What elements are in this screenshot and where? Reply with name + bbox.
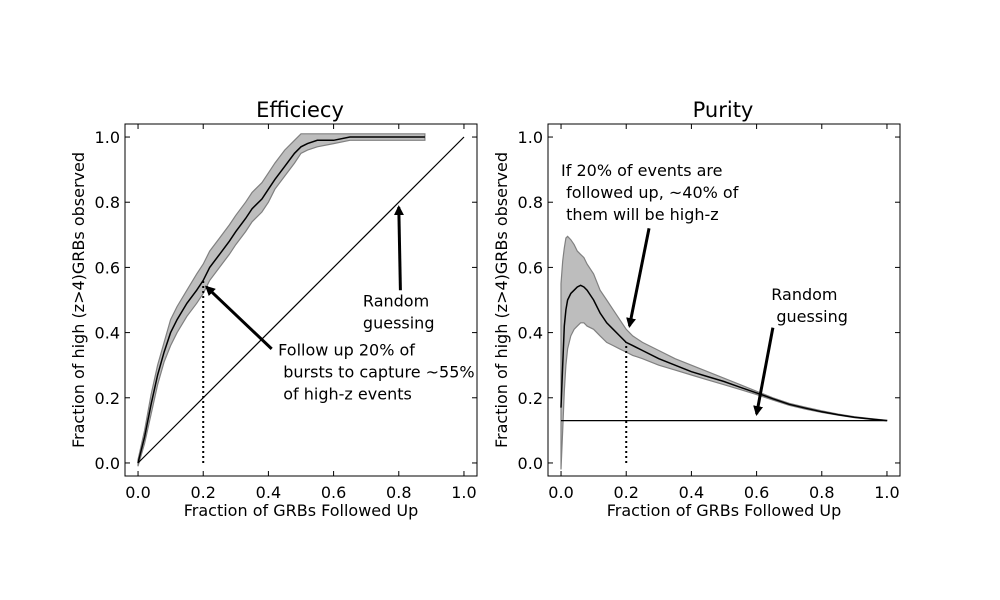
purity-annotation-0-line: followed up, ~40% of [561, 183, 739, 202]
purity-annotation-0-line: them will be high-z [561, 205, 719, 224]
purity-x-tick-label: 0.2 [613, 483, 638, 502]
purity-annotation-1-line: guessing [771, 307, 848, 326]
purity-x-tick-label: 0.6 [744, 483, 769, 502]
efficiency-x-tick-label: 0.4 [256, 483, 281, 502]
efficiency-y-tick-label: 0.4 [95, 324, 120, 343]
efficiency-annotation-1-line: guessing [363, 314, 435, 333]
efficiency-x-tick-label: 0.2 [190, 483, 215, 502]
efficiency-mean-line [137, 136, 425, 464]
purity-y-tick-label: 0.4 [518, 324, 543, 343]
efficiency-y-tick-label: 1.0 [95, 128, 120, 147]
purity-annotation-1: Random guessing [771, 285, 848, 326]
efficiency-x-tick-label: 1.0 [451, 483, 476, 502]
purity-y-tick-label: 0.8 [518, 193, 543, 212]
efficiency-random-guessing-line [137, 136, 465, 464]
purity-confidence-band [560, 235, 888, 470]
efficiency-y-tick-label: 0.8 [95, 193, 120, 212]
efficiency-annotation-0-line: Follow up 20% of [278, 340, 415, 359]
efficiency-annotation-1: Random guessing [363, 292, 435, 333]
purity-x-tick-label: 0.4 [679, 483, 704, 502]
efficiency-title: Efficiecy [256, 98, 344, 122]
efficiency-panel: Efficiecy Fraction of GRBs Followed Up F… [69, 98, 478, 520]
efficiency-annotation-0: Follow up 20% of bursts to capture ~55% … [278, 340, 474, 403]
efficiency-axes-frame [124, 123, 478, 477]
purity-panel: Purity Fraction of GRBs Followed Up Frac… [492, 98, 901, 520]
purity-annotation-arrow-0 [626, 228, 651, 329]
purity-annotation-0: If 20% of events are followed up, ~40% o… [561, 161, 739, 224]
purity-x-axis-label: Fraction of GRBs Followed Up [607, 501, 842, 520]
purity-title: Purity [693, 98, 754, 122]
efficiency-annotation-1-line: Random [363, 292, 429, 311]
purity-annotation-0-line: If 20% of events are [561, 161, 722, 180]
purity-y-tick-label: 0.2 [518, 389, 543, 408]
efficiency-y-tick-label: 0.0 [95, 454, 120, 473]
efficiency-x-tick-label: 0.6 [321, 483, 346, 502]
efficiency-annotation-0-line: bursts to capture ~55% [278, 362, 474, 381]
purity-axes-frame [547, 123, 901, 477]
purity-annotation-1-line: Random [771, 285, 837, 304]
efficiency-y-tick-label: 0.6 [95, 258, 120, 277]
efficiency-y-axis-label: Fraction of high (z>4)GRBs observed [69, 152, 88, 448]
efficiency-annotation-arrow-1 [393, 205, 404, 291]
purity-annotation-arrow-1 [753, 327, 775, 417]
purity-x-tick-label: 1.0 [874, 483, 899, 502]
efficiency-x-tick-label: 0.0 [125, 483, 150, 502]
purity-y-tick-label: 0.0 [518, 454, 543, 473]
efficiency-y-tick-label: 0.2 [95, 389, 120, 408]
purity-x-tick-label: 0.8 [809, 483, 834, 502]
efficiency-x-tick-label: 0.8 [386, 483, 411, 502]
efficiency-annotation-0-line: of high-z events [278, 384, 412, 403]
purity-y-tick-label: 0.6 [518, 258, 543, 277]
efficiency-annotation-arrow-0 [205, 285, 273, 350]
purity-y-tick-label: 1.0 [518, 128, 543, 147]
purity-plot-area: 0.0 0.2 0.4 0.6 0.8 1.0 0.0 0.2 0.4 0.6 0.8 1.0 If 2… [518, 123, 901, 502]
efficiency-plot-area: 0.0 0.2 0.4 0.6 0.8 1.0 0.0 0.2 0.4 0.6 0.8 1.0 Foll… [95, 123, 478, 502]
purity-y-axis-label: Fraction of high (z>4)GRBs observed [492, 152, 511, 448]
efficiency-x-axis-label: Fraction of GRBs Followed Up [184, 501, 419, 520]
purity-x-tick-label: 0.0 [548, 483, 573, 502]
purity-mean-line [560, 284, 888, 422]
